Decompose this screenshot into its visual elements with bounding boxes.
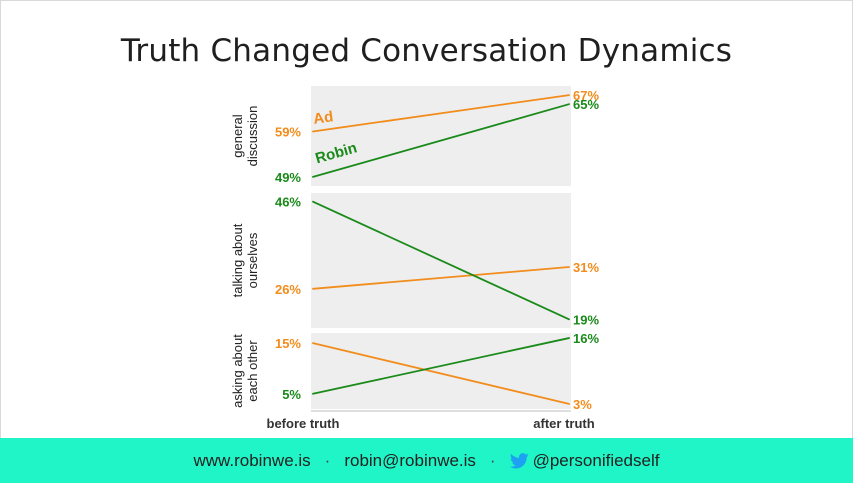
data-label: 3% [573, 397, 592, 412]
footer-email[interactable]: robin@robinwe.is [344, 450, 476, 470]
series-line-robin [312, 103, 570, 178]
footer-separator: · [324, 450, 331, 470]
data-label: 31% [573, 260, 599, 275]
series-line-robin [312, 337, 570, 395]
chart-title: Truth Changed Conversation Dynamics [120, 33, 733, 69]
data-label: 65% [573, 97, 599, 112]
data-label: 26% [275, 282, 301, 297]
panel-label-line: asking about [230, 334, 245, 408]
footer-bar: www.robinwe.is · robin@robinwe.is · @per… [0, 438, 853, 483]
panel-background [311, 86, 571, 186]
panel-label-line: discussion [245, 106, 260, 167]
series-name-label: Ad [312, 108, 334, 128]
data-label: 16% [573, 331, 599, 346]
bird-icon [509, 453, 529, 469]
panel-label: general discussion [230, 106, 260, 167]
data-label: 67% [573, 88, 599, 103]
panel-label-line: talking about [230, 223, 245, 297]
panel-label: asking about each other [230, 334, 260, 408]
x-tick-label: after truth [533, 416, 594, 431]
footer-twitter-handle: @personifiedself [532, 450, 660, 470]
panel-background [311, 333, 571, 409]
panel-label-line: ourselves [245, 232, 260, 288]
data-label: 46% [275, 195, 301, 210]
series-line-ad [312, 94, 570, 133]
series-line-ad [312, 342, 570, 405]
data-label: 49% [275, 170, 301, 185]
data-label: 19% [573, 312, 599, 327]
panel-label-line: each other [245, 340, 260, 402]
chart: general discussion 59%67%49%65%AdRobintalk… [230, 86, 599, 431]
x-tick-label: before truth [267, 416, 340, 431]
panel-label-line: general [230, 114, 245, 157]
data-label: 5% [282, 387, 301, 402]
series-line-robin [312, 200, 570, 321]
panel-label: talking about ourselves [230, 223, 260, 297]
footer-website[interactable]: www.robinwe.is [193, 450, 311, 470]
data-label: 15% [275, 336, 301, 351]
series-line-ad [312, 266, 570, 290]
footer-separator: · [489, 450, 496, 470]
footer-twitter[interactable]: @personifiedself [509, 450, 660, 471]
data-label: 59% [275, 124, 301, 139]
